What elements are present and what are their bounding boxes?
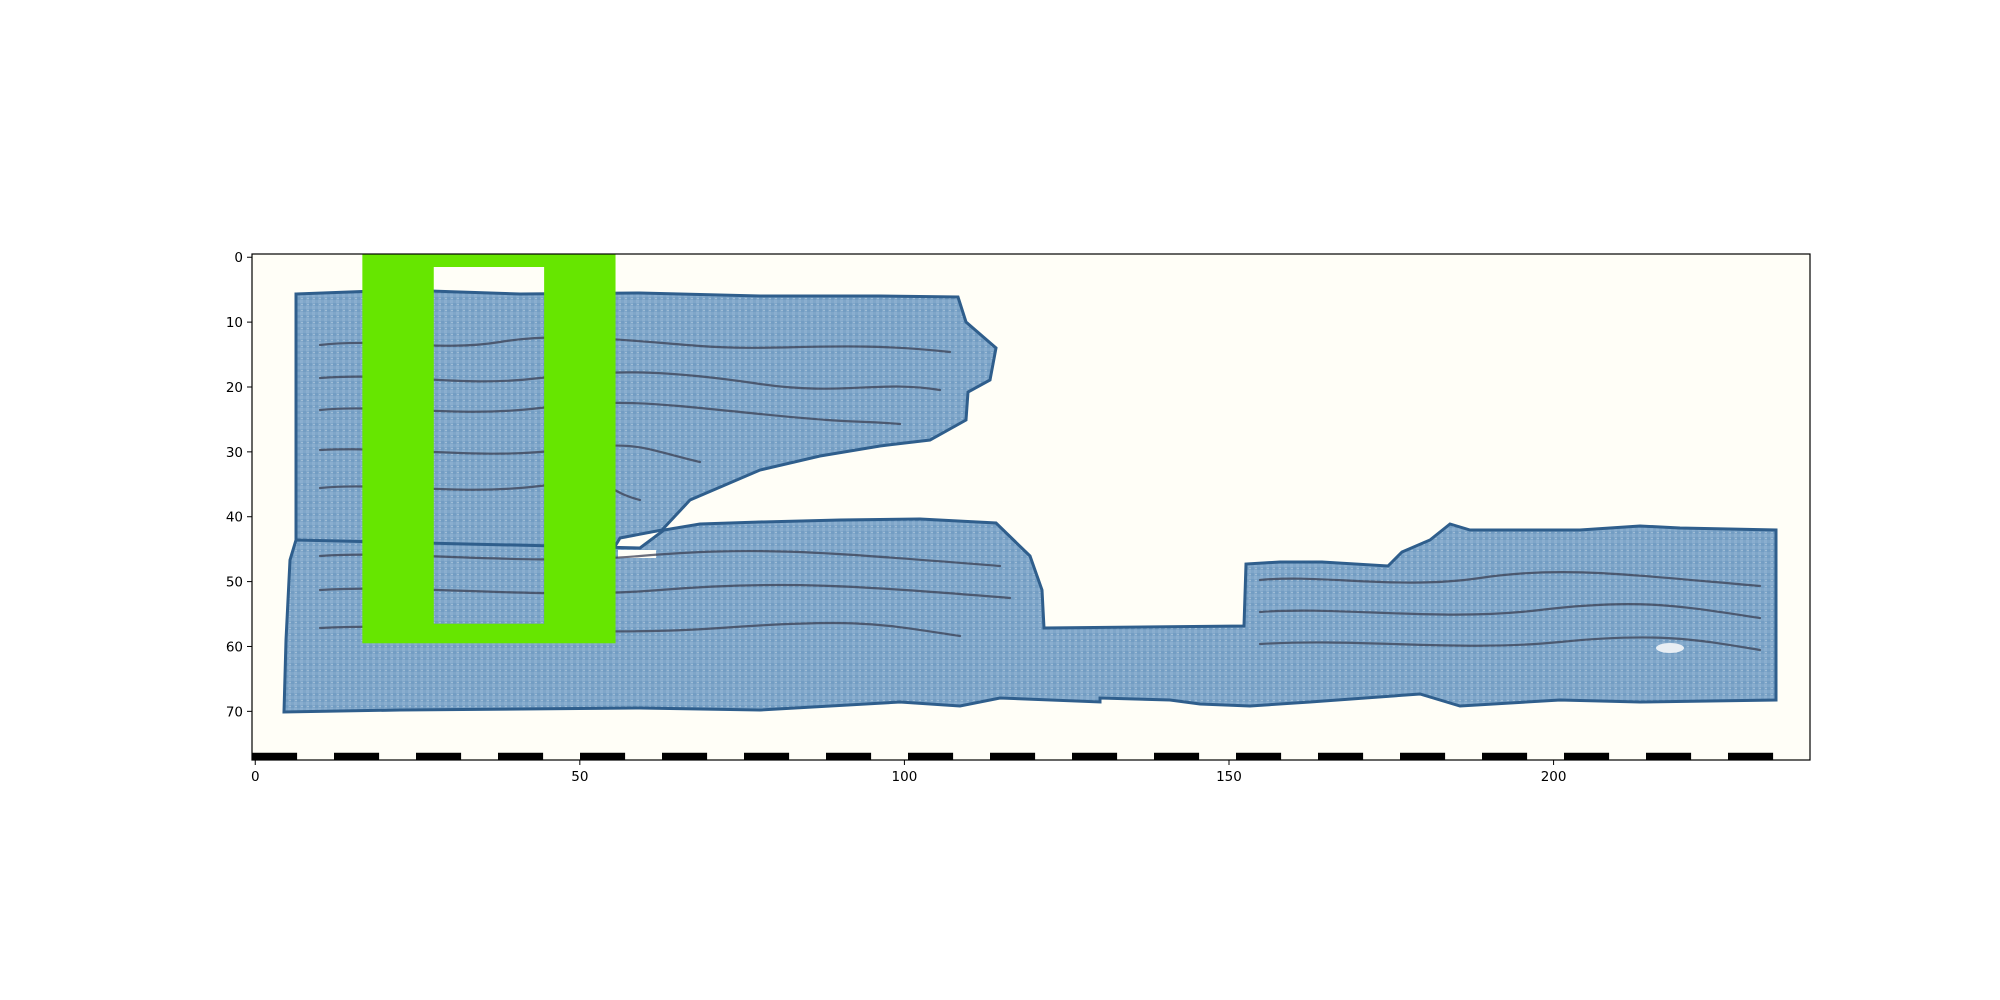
plot-area — [252, 254, 1810, 760]
x-tick-label: 0 — [251, 769, 260, 785]
y-tick-label: 70 — [226, 704, 243, 720]
papyrus-lower-piece — [282, 517, 1778, 714]
papyrus-upper-piece — [294, 288, 998, 550]
scale-bar-segment — [826, 752, 872, 760]
scale-bar-segment — [990, 752, 1036, 760]
y-tick-label: 30 — [226, 445, 243, 461]
axes-frame — [251, 253, 1811, 761]
scale-bar-segment — [1072, 752, 1118, 760]
papyrus-hole — [1656, 643, 1684, 653]
y-tick-label: 60 — [226, 639, 243, 655]
scale-bar-segment — [498, 752, 544, 760]
x-tick-label: 50 — [571, 769, 588, 785]
scale-bar-segment — [908, 752, 954, 760]
scale-bar-segment — [416, 752, 462, 760]
scale-bar-segment — [252, 752, 298, 760]
x-tick-label: 100 — [892, 769, 918, 785]
scale-bar-segment — [334, 752, 380, 760]
scale-bar-segment — [1728, 752, 1774, 760]
overlay-box — [362, 254, 616, 644]
scale-bar — [252, 752, 1774, 760]
scale-bar-segment — [580, 752, 626, 760]
scale-bar-segment — [1236, 752, 1282, 760]
scale-bar-segment — [1646, 752, 1692, 760]
scale-bar-segment — [1564, 752, 1610, 760]
x-tick-label: 200 — [1541, 769, 1567, 785]
y-tick-label: 50 — [226, 575, 243, 591]
scale-bar-segment — [662, 752, 708, 760]
tear-gap — [618, 550, 656, 558]
y-tick-label: 20 — [226, 380, 243, 396]
y-axis: 0 10 20 30 40 50 60 70 — [226, 250, 252, 720]
scale-bar-segment — [1318, 752, 1364, 760]
scale-bar-segment — [744, 752, 790, 760]
y-tick-label: 0 — [234, 250, 243, 266]
x-tick-label: 150 — [1216, 769, 1242, 785]
scale-bar-segment — [1400, 752, 1446, 760]
scale-bar-segment — [1482, 752, 1528, 760]
x-axis: 0 50 100 150 200 — [251, 760, 1567, 785]
scale-bar-segment — [1154, 752, 1200, 760]
y-tick-label: 40 — [226, 510, 243, 526]
y-tick-label: 10 — [226, 315, 243, 331]
